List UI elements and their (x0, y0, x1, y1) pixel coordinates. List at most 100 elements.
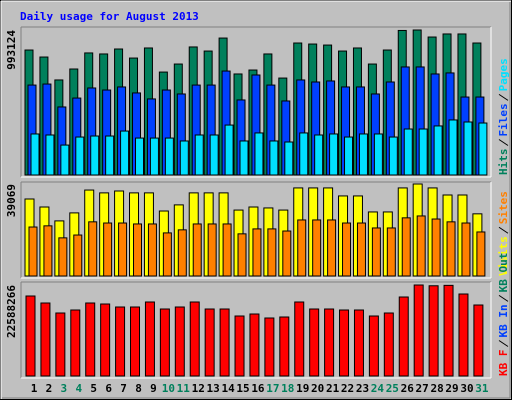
legend-entry: Visits (497, 236, 510, 276)
bar (118, 222, 128, 277)
bar (28, 226, 38, 277)
bar (433, 125, 443, 176)
y-tick: 39069 (5, 184, 18, 217)
bar (43, 225, 53, 277)
bar (448, 119, 458, 176)
x-tick-label: 19 (296, 382, 309, 395)
bar (162, 232, 172, 277)
bar (144, 301, 155, 377)
x-tick-label: 15 (236, 382, 249, 395)
bar (60, 144, 70, 176)
bar (133, 223, 143, 277)
bar (189, 301, 200, 377)
legend-separator (498, 226, 509, 234)
bar (192, 223, 202, 277)
legend-entry: KB Out (497, 253, 510, 293)
x-tick-label: 1 (31, 382, 38, 395)
bar (356, 222, 366, 277)
x-tick-label: 6 (105, 382, 112, 395)
bar (103, 222, 113, 277)
bar (458, 293, 469, 377)
bar (105, 135, 115, 176)
x-tick-label: 17 (266, 382, 279, 395)
x-tick-label: 4 (75, 382, 82, 395)
x-tick-label: 31 (475, 382, 489, 395)
bar (403, 128, 413, 176)
x-tick-label: 21 (326, 382, 340, 395)
x-tick-label: 12 (192, 382, 205, 395)
bar (222, 223, 232, 277)
bar (75, 136, 85, 176)
bar (254, 132, 264, 176)
bar (252, 228, 262, 277)
bar (297, 219, 307, 277)
chart-title: Daily usage for August 2013 (20, 10, 199, 23)
bar (179, 140, 189, 176)
x-tick-label: 24 (371, 382, 385, 395)
bar (264, 317, 275, 377)
legend: Visits Sites (497, 191, 510, 276)
bar (219, 308, 230, 377)
bar (418, 128, 428, 176)
bar (209, 134, 219, 176)
y-tick-label: 993124 (5, 30, 18, 70)
legend-separator (498, 294, 509, 302)
x-tick-label: 28 (430, 382, 443, 395)
legend-separator (498, 93, 509, 101)
bar (294, 301, 305, 377)
bar (194, 134, 204, 176)
bar (55, 312, 66, 377)
bar (284, 141, 294, 176)
x-tick-label: 29 (445, 382, 458, 395)
bar (45, 134, 55, 176)
bar (461, 222, 471, 277)
bar (413, 284, 424, 377)
bar (383, 312, 394, 377)
x-tick-label: 22 (341, 382, 354, 395)
bar (159, 308, 170, 377)
y-tick: 993124 (5, 30, 18, 70)
bar (147, 223, 157, 277)
bar (90, 135, 100, 176)
bar (174, 306, 185, 377)
bar (416, 215, 426, 277)
x-tick-label: 16 (251, 382, 265, 395)
bar (269, 140, 279, 176)
bar (327, 219, 337, 277)
x-tick-label: 14 (221, 382, 235, 395)
bar (149, 137, 159, 176)
bar (339, 309, 350, 377)
bar (73, 234, 83, 277)
bar (478, 122, 488, 176)
legend-entry: Sites (497, 191, 510, 224)
bar (177, 229, 187, 277)
bar (428, 285, 439, 377)
x-tick-label: 2 (46, 382, 53, 395)
bar (353, 309, 364, 377)
legend-entry: Hits (497, 149, 510, 176)
bar (234, 315, 245, 377)
legend-entry: KB In (497, 304, 510, 337)
bar (371, 227, 381, 277)
bar (30, 133, 40, 176)
legend-separator (498, 340, 509, 347)
x-tick-label: 13 (207, 382, 220, 395)
legend-entry: Files (497, 103, 510, 136)
x-tick-label: 11 (177, 382, 191, 395)
bar (239, 140, 249, 176)
bar (282, 230, 292, 277)
bar (373, 133, 383, 176)
bar (207, 223, 217, 277)
bar (398, 296, 409, 377)
bar (58, 237, 68, 277)
x-tick-label: 7 (120, 382, 127, 395)
bar (85, 302, 96, 377)
bar (388, 136, 398, 176)
legend-entry: KB F (497, 350, 510, 377)
bar (344, 136, 354, 176)
x-tick-label: 23 (356, 382, 369, 395)
bar (88, 221, 98, 277)
x-tick-label: 26 (401, 382, 415, 395)
bar (130, 306, 141, 377)
x-tick-label: 27 (416, 382, 429, 395)
